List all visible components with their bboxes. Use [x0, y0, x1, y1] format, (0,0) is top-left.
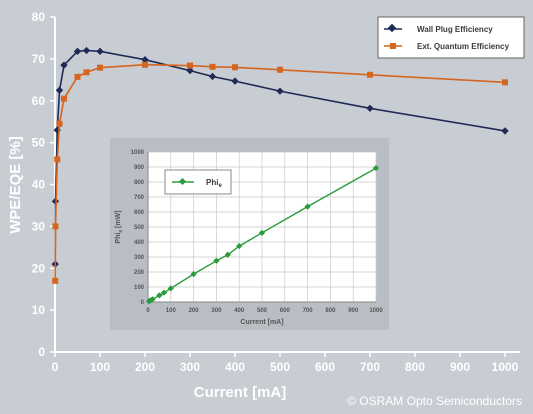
inset-x-tick-label: 600 [280, 308, 291, 314]
series-eqe-point [52, 277, 59, 284]
main-y-tick-label: 40 [32, 178, 46, 192]
series-eqe-point [232, 64, 238, 71]
main-y-tick-label: 0 [38, 345, 45, 359]
inset-legend-label: Phie [206, 178, 222, 189]
inset-y-tick-label: 500 [134, 225, 145, 231]
main-x-tick-label: 600 [315, 360, 335, 374]
legend-eqe-label: Ext. Quantum Efficiency [417, 42, 510, 51]
inset-x-tick-label: 100 [166, 308, 177, 314]
main-y-tick-label: 70 [32, 52, 46, 66]
series-wpe-point [96, 47, 104, 56]
main-y-tick-label: 20 [32, 261, 46, 275]
inset-y-tick-label: 1000 [131, 150, 145, 156]
inset-y-tick-label: 100 [134, 285, 145, 291]
inset-x-tick-label: 0 [146, 308, 150, 314]
series-phi-point [304, 203, 311, 210]
inset-x-ticks: 0 100 200 300 400 500 600 700 800 900 1000 [146, 308, 383, 314]
series-eqe-point [502, 79, 508, 86]
main-y-tick-label: 60 [32, 94, 46, 108]
series-eqe-point [74, 73, 81, 80]
series-eqe-point [61, 95, 67, 102]
main-x-tick-label: 500 [270, 360, 290, 374]
main-y-tick-label: 10 [32, 303, 46, 317]
series-wpe-point [208, 72, 217, 81]
main-x-tick-label: 700 [360, 360, 380, 374]
inset-y-axis-title: Phie [mW] [115, 210, 124, 243]
legend-wpe-marker [387, 23, 397, 33]
series-phi-point [190, 270, 197, 278]
series-wpe-point [366, 104, 374, 112]
main-x-tick-label: 300 [180, 360, 200, 374]
series-wpe-point [82, 46, 91, 55]
legend-box [377, 16, 525, 59]
main-y-tick-label: 30 [32, 219, 46, 233]
main-y-tick-label: 50 [32, 136, 46, 150]
series-wpe-point [55, 86, 64, 94]
main-x-axis-title: Current [mA] [194, 384, 287, 401]
inset-y-tick-label: 800 [134, 180, 145, 186]
series-eqe-point [277, 66, 283, 73]
inset-x-tick-label: 800 [325, 308, 336, 314]
inset-y-tick-label: 700 [134, 195, 145, 201]
series-phi-point [258, 229, 266, 236]
inset-x-tick-label: 500 [257, 308, 268, 314]
series-eqe-point [97, 64, 103, 71]
series-wpe-point [501, 127, 509, 135]
main-x-tick-label: 400 [225, 360, 245, 374]
series-phi-point [224, 251, 231, 258]
series-eqe-point [187, 62, 193, 69]
inset-legend: Phie [164, 169, 232, 195]
legend-wpe-label: Wall Plug Efficiency [417, 25, 493, 34]
main-x-tick-label: 0 [52, 360, 59, 374]
inset-x-tick-label: 200 [189, 308, 200, 314]
main-series-group [51, 46, 509, 284]
inset-y-tick-label: 200 [134, 270, 145, 276]
inset-chart: 0 100 200 300 400 500 600 700 800 900 1000 0 100 200… [110, 138, 389, 330]
main-x-tick-label: 200 [135, 360, 155, 374]
inset-x-axis-title: Current [mA] [240, 319, 283, 326]
main-x-tick-label: 1000 [492, 360, 519, 374]
main-legend: Wall Plug Efficiency Ext. Quantum Effici… [377, 16, 525, 59]
inset-y-tick-label: 300 [134, 255, 145, 261]
series-eqe-point [83, 69, 90, 76]
series-wpe-point [231, 77, 239, 85]
inset-y-tick-label: 600 [134, 210, 145, 216]
series-eqe-point [54, 156, 61, 163]
main-x-tick-label: 100 [90, 360, 110, 374]
series-eqe-point [56, 120, 63, 127]
inset-y-tick-label: 900 [134, 165, 145, 171]
series-phi-point [160, 289, 168, 296]
inset-legend-marker [178, 177, 187, 186]
series-wpe-point [186, 66, 194, 75]
main-y-ticks: 0 10 20 30 40 50 60 70 80 [32, 10, 55, 359]
main-plot: 0 100 200 300 400 500 600 700 800 900 1000 0102030… [7, 10, 520, 401]
series-eqe-point [142, 61, 148, 68]
main-x-tick-label: 900 [450, 360, 470, 374]
inset-x-tick-label: 1000 [369, 308, 383, 314]
inset-y-tick-label: 0 [141, 300, 145, 306]
series-eqe-point [52, 223, 59, 230]
copyright-notice: © OSRAM Opto Semiconductors [347, 394, 522, 408]
inset-y-ticks: 0 100 200 300 400 500 600 700 800 900 1000 [131, 150, 145, 306]
series-phi-point [236, 242, 243, 250]
inset-x-tick-label: 900 [348, 308, 359, 314]
series-eqe-point [367, 71, 373, 78]
inset-x-tick-label: 400 [234, 308, 245, 314]
main-x-tick-label: 800 [405, 360, 425, 374]
main-y-tick-label: 80 [32, 10, 46, 24]
series-wpe-point [276, 87, 284, 95]
series-eqe-point [209, 63, 216, 70]
inset-x-tick-label: 700 [303, 308, 314, 314]
series-wpe-point [60, 61, 68, 69]
main-x-ticks: 0 100 200 300 400 500 600 700 800 900 1000 [52, 352, 519, 374]
legend-eqe-marker [390, 43, 396, 49]
main-y-axis-title: WPE/EQE [%] [7, 136, 24, 234]
inset-x-tick-label: 300 [211, 308, 222, 314]
inset-y-tick-label: 400 [134, 240, 145, 246]
